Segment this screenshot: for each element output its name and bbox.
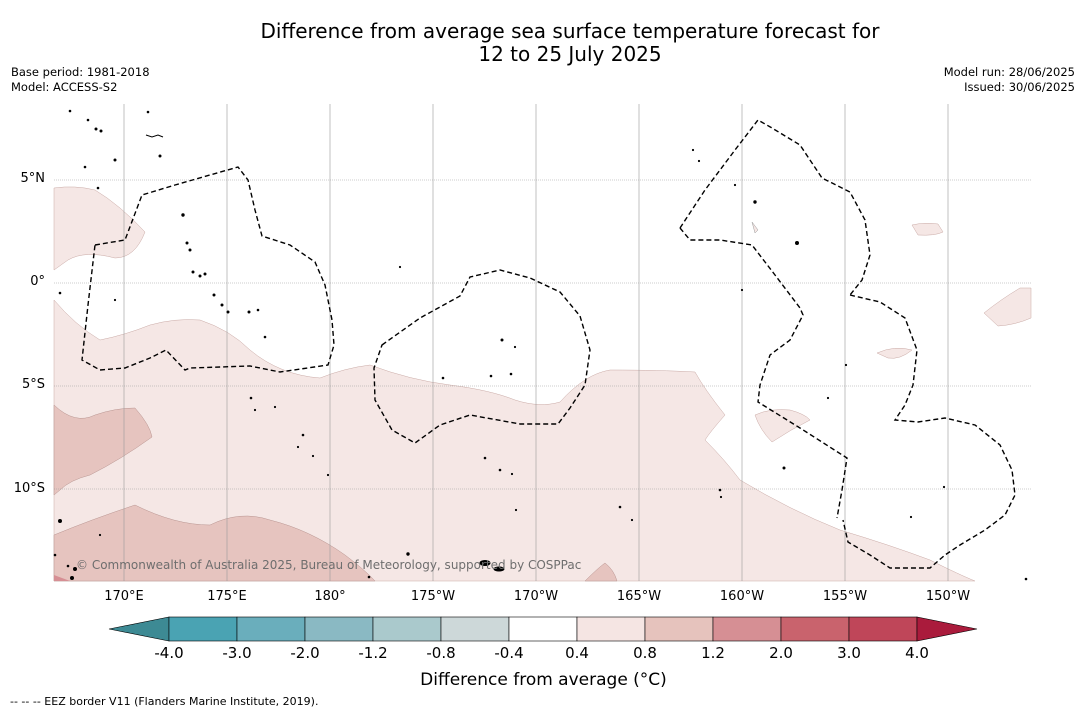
lat-label-0: 0° (30, 274, 45, 289)
colorbar-tick-label: -0.4 (494, 644, 524, 662)
colorbar-tick-label: -4.0 (154, 644, 184, 662)
gridlines (54, 104, 1031, 581)
colorbar-segment (576, 616, 646, 642)
lon-label-160w: 160°W (719, 589, 765, 604)
lat-label-5n: 5°N (20, 171, 46, 186)
issued-text: Issued: 30/06/2025 (964, 80, 1075, 94)
title-line-1: Difference from average sea surface temp… (260, 19, 880, 43)
colorbar (108, 616, 978, 642)
lon-label-175e: 175°E (207, 589, 247, 604)
colorbar-tick-label: -0.8 (426, 644, 456, 662)
colorbar-segment (644, 616, 714, 642)
lon-label-150w: 150°W (925, 589, 971, 604)
chart-title: Difference from average sea surface temp… (0, 20, 1085, 66)
copyright-notice: © Commonwealth of Australia 2025, Bureau… (76, 558, 582, 572)
colorbar-segment (712, 616, 782, 642)
island-outlines (53, 109, 1028, 581)
colorbar-tick-label: -1.2 (358, 644, 388, 662)
colorbar-segment (236, 616, 306, 642)
colorbar-tick-label: 0.4 (565, 644, 589, 662)
model-run-text: Model run: 28/06/2025 (943, 65, 1075, 79)
colorbar-tick-label: -2.0 (290, 644, 320, 662)
lon-label-175w: 175°W (410, 589, 456, 604)
colorbar-segment (372, 616, 442, 642)
metadata-left: Base period: 1981-2018 Model: ACCESS-S2 (11, 65, 150, 95)
anomaly-fill-0.4-0.8 (53, 186, 1032, 582)
colorbar-segment (780, 616, 850, 642)
lon-label-155w: 155°W (822, 589, 868, 604)
title-line-2: 12 to 25 July 2025 (478, 42, 662, 66)
map-panel (53, 104, 1032, 582)
colorbar-title-text: Difference from average (°C) (420, 670, 667, 690)
colorbar-extend-low (108, 616, 170, 642)
colorbar-tick-label: 1.2 (701, 644, 725, 662)
colorbar-tick-label: 4.0 (905, 644, 929, 662)
lon-label-180: 180° (314, 589, 346, 604)
lat-label-10s: 10°S (13, 481, 45, 496)
eez-borders (81, 119, 1016, 569)
colorbar-segment (168, 616, 238, 642)
lon-label-170e: 170°E (104, 589, 144, 604)
lon-label-170w: 170°W (513, 589, 559, 604)
eez-footnote: -- -- -- EEZ border V11 (Flanders Marine… (10, 695, 319, 708)
colorbar-tick-label: 3.0 (837, 644, 861, 662)
metadata-right: Model run: 28/06/2025 Issued: 30/06/2025 (944, 65, 1075, 95)
anomaly-fill-0.8-1.2 (53, 404, 618, 582)
lat-label-5s: 5°S (21, 377, 45, 392)
colorbar-segment (508, 616, 578, 642)
colorbar-tick-label: 0.8 (633, 644, 657, 662)
colorbar-segment (848, 616, 918, 642)
colorbar-tick-label: -3.0 (222, 644, 252, 662)
colorbar-tick-label: 2.0 (769, 644, 793, 662)
colorbar-title: Difference from average (°C) (0, 670, 1085, 690)
anomaly-fill-1.2-2.0 (54, 575, 70, 581)
model-text: Model: ACCESS-S2 (11, 80, 118, 94)
base-period-text: Base period: 1981-2018 (11, 65, 150, 79)
colorbar-segment (304, 616, 374, 642)
lon-label-165w: 165°W (616, 589, 662, 604)
colorbar-extend-high (916, 616, 978, 642)
colorbar-segment (440, 616, 510, 642)
